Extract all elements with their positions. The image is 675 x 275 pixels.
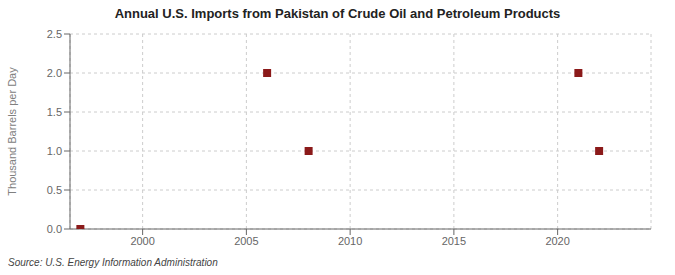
svg-text:1.5: 1.5 bbox=[47, 106, 62, 118]
svg-text:0.0: 0.0 bbox=[47, 223, 62, 235]
svg-text:2015: 2015 bbox=[442, 235, 466, 247]
svg-text:2005: 2005 bbox=[234, 235, 258, 247]
svg-text:2020: 2020 bbox=[545, 235, 569, 247]
svg-text:2010: 2010 bbox=[338, 235, 362, 247]
svg-text:2.0: 2.0 bbox=[47, 67, 62, 79]
svg-text:2.5: 2.5 bbox=[47, 28, 62, 40]
svg-text:1.0: 1.0 bbox=[47, 145, 62, 157]
svg-text:2000: 2000 bbox=[130, 235, 154, 247]
html-text:Annual U.S. Imports from Pakis: Annual U.S. Imports from Pakistan of Cru… bbox=[114, 6, 561, 21]
svg-text:0.5: 0.5 bbox=[47, 184, 62, 196]
svg-text:Thousand Barrels per Day: Thousand Barrels per Day bbox=[8, 67, 18, 196]
html-text:Source: U.S. Energy Informatio: Source: U.S. Energy Information Administ… bbox=[8, 257, 218, 268]
